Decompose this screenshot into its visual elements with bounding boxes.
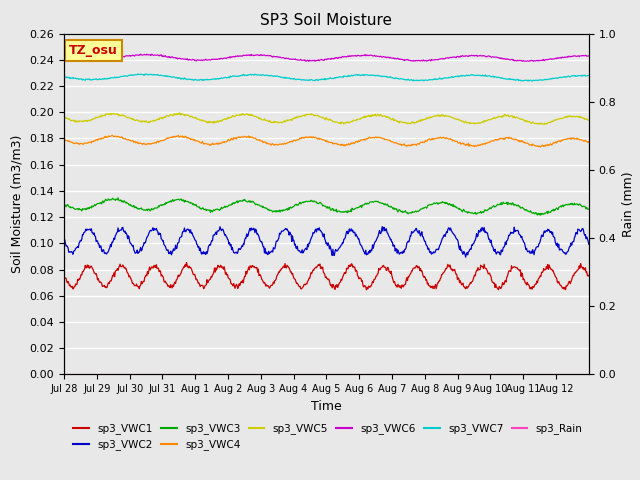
sp3_VWC6: [585, 53, 593, 59]
sp3_VWC4: [175, 132, 182, 138]
sp3_VWC3: [114, 195, 122, 201]
sp3_VWC3: [410, 209, 418, 215]
sp3_VWC5: [265, 119, 273, 125]
sp3_VWC1: [265, 283, 273, 289]
Line: sp3_VWC3: sp3_VWC3: [64, 198, 589, 215]
sp3_Rain: [410, 372, 417, 377]
sp3_Rain: [380, 372, 388, 377]
sp3_VWC6: [122, 53, 129, 59]
sp3_VWC2: [264, 252, 272, 257]
Line: sp3_VWC1: sp3_VWC1: [64, 263, 589, 290]
sp3_VWC2: [244, 233, 252, 239]
sp3_VWC5: [60, 115, 68, 120]
Y-axis label: Soil Moisture (m3/m3): Soil Moisture (m3/m3): [11, 135, 24, 273]
Y-axis label: Rain (mm): Rain (mm): [622, 171, 635, 237]
sp3_VWC1: [585, 272, 593, 278]
sp3_VWC3: [265, 206, 273, 212]
Line: sp3_VWC6: sp3_VWC6: [64, 54, 589, 61]
sp3_VWC2: [122, 230, 129, 236]
sp3_VWC7: [381, 73, 388, 79]
sp3_VWC4: [122, 136, 129, 142]
sp3_VWC6: [265, 53, 273, 59]
sp3_VWC1: [182, 260, 190, 265]
sp3_Rain: [218, 372, 226, 377]
sp3_VWC3: [585, 206, 593, 212]
sp3_VWC4: [219, 139, 227, 145]
sp3_VWC5: [122, 114, 129, 120]
sp3_VWC6: [411, 58, 419, 64]
sp3_VWC6: [245, 52, 253, 58]
sp3_Rain: [60, 372, 68, 377]
sp3_Rain: [264, 372, 272, 377]
Line: sp3_VWC2: sp3_VWC2: [64, 227, 589, 257]
sp3_VWC3: [381, 201, 388, 207]
Line: sp3_VWC7: sp3_VWC7: [64, 74, 589, 81]
sp3_VWC7: [528, 78, 536, 84]
sp3_Rain: [585, 372, 593, 377]
sp3_VWC5: [245, 112, 253, 118]
sp3_VWC7: [585, 72, 593, 78]
sp3_VWC3: [60, 201, 68, 206]
sp3_VWC7: [122, 73, 129, 79]
sp3_VWC1: [245, 264, 253, 270]
sp3_VWC1: [381, 264, 389, 270]
Line: sp3_VWC4: sp3_VWC4: [64, 135, 589, 147]
sp3_VWC3: [219, 205, 227, 211]
sp3_VWC2: [381, 228, 388, 234]
sp3_VWC4: [265, 141, 273, 147]
sp3_Rain: [244, 372, 252, 377]
sp3_VWC7: [60, 74, 68, 80]
sp3_VWC6: [305, 59, 313, 64]
sp3_VWC5: [410, 120, 418, 125]
sp3_VWC4: [585, 139, 593, 144]
sp3_VWC6: [143, 51, 150, 57]
sp3_VWC4: [60, 136, 68, 142]
Title: SP3 Soil Moisture: SP3 Soil Moisture: [260, 13, 392, 28]
sp3_VWC1: [60, 273, 68, 278]
sp3_VWC2: [218, 227, 226, 232]
sp3_VWC5: [176, 110, 184, 116]
sp3_VWC3: [536, 212, 544, 218]
sp3_VWC7: [219, 75, 227, 81]
sp3_VWC7: [265, 73, 273, 79]
sp3_VWC2: [410, 228, 418, 234]
sp3_VWC6: [381, 54, 389, 60]
sp3_VWC5: [219, 117, 227, 122]
sp3_VWC2: [378, 224, 386, 229]
sp3_Rain: [122, 372, 129, 377]
sp3_VWC7: [245, 72, 253, 78]
sp3_VWC6: [60, 55, 68, 60]
sp3_VWC5: [541, 121, 548, 127]
sp3_VWC3: [245, 198, 253, 204]
sp3_VWC7: [410, 78, 418, 84]
sp3_VWC2: [462, 254, 470, 260]
sp3_VWC4: [536, 144, 544, 150]
sp3_VWC1: [363, 287, 371, 293]
sp3_VWC4: [410, 142, 418, 147]
sp3_VWC3: [122, 199, 130, 205]
sp3_VWC1: [122, 266, 129, 272]
Line: sp3_VWC5: sp3_VWC5: [64, 113, 589, 124]
sp3_VWC4: [245, 133, 253, 139]
sp3_VWC5: [585, 118, 593, 123]
Legend: sp3_VWC1, sp3_VWC2, sp3_VWC3, sp3_VWC4, sp3_VWC5, sp3_VWC6, sp3_VWC7, sp3_Rain: sp3_VWC1, sp3_VWC2, sp3_VWC3, sp3_VWC4, …: [69, 419, 587, 455]
sp3_VWC4: [381, 137, 388, 143]
X-axis label: Time: Time: [311, 400, 342, 413]
Text: TZ_osu: TZ_osu: [69, 44, 118, 57]
sp3_VWC1: [219, 264, 227, 270]
sp3_VWC2: [60, 239, 68, 244]
sp3_VWC5: [381, 113, 388, 119]
sp3_VWC6: [219, 56, 227, 62]
sp3_VWC7: [142, 71, 150, 77]
sp3_VWC1: [411, 265, 419, 271]
sp3_VWC2: [585, 241, 593, 247]
